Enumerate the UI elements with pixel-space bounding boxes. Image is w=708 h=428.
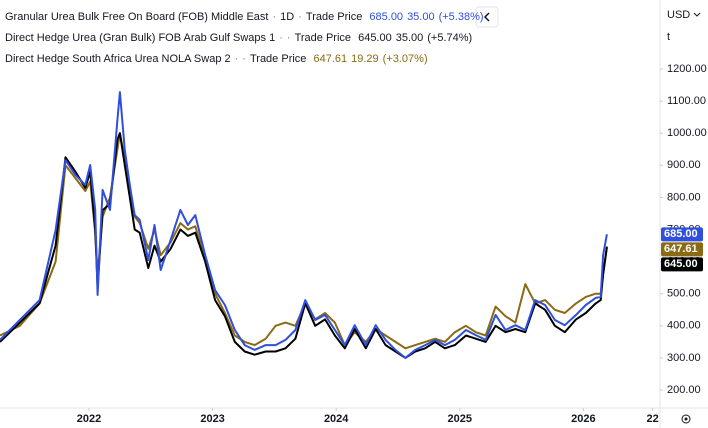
y-tick-label: 300.00 [667,352,701,364]
change: 35.00 [395,32,424,44]
last-value-label: 647.61 [664,243,698,255]
x-tick-label: 2025 [448,413,472,425]
change-pct: (+5.38%) [438,11,484,23]
x-tick-label: 2023 [200,413,224,425]
y-tick-label: 800.00 [667,191,701,203]
series-line [0,91,608,359]
y-tick-label: 900.00 [667,159,701,171]
last-value: 647.61 [313,53,348,65]
change: 35.00 [407,11,435,23]
x-tick-label: 22 [646,413,658,425]
change: 19.29 [351,53,379,65]
y-tick-label: 1100.00 [667,95,706,107]
last-value-label: 685.00 [664,228,698,240]
source: Trade Price [305,11,363,23]
change-pct: (+5.74%) [427,32,473,44]
y-tick-label: 1000.00 [667,127,707,139]
legend-item: Direct Hedge Urea (Gran Bulk) FOB Arab G… [5,32,473,44]
last-value-badge [661,257,703,272]
collapse-button[interactable] [475,6,499,28]
last-value-badge [661,227,703,242]
last-value-label: 645.00 [664,258,698,270]
dropdown-icon[interactable] [693,12,701,17]
series-name: Direct Hedge Urea (Gran Bulk) FOB Arab G… [5,32,276,44]
legend-item: Direct Hedge South Africa Urea NOLA Swap… [5,53,428,65]
interval: 1D [280,11,295,23]
x-tick-label: 2026 [571,413,595,425]
settings-icon [684,417,688,421]
currency[interactable]: USD [667,9,690,21]
series-name: Granular Urea Bulk Free On Board (FOB) M… [5,11,269,23]
settings-icon[interactable] [681,414,691,424]
change-pct: (+3.07%) [382,53,428,65]
source: Trade Price [249,53,307,65]
unit[interactable]: t [667,31,670,43]
source: Trade Price [294,32,352,44]
last-value: 645.00 [358,32,392,44]
last-value: 685.00 [369,11,404,23]
y-tick-label: 500.00 [667,288,701,300]
legend-item: Granular Urea Bulk Free On Board (FOB) M… [5,11,484,23]
x-tick-label: 2024 [324,413,349,425]
last-value-badge [661,242,703,257]
y-tick-label: 200.00 [667,384,701,396]
collapse-icon [483,12,490,22]
series-name: Direct Hedge South Africa Urea NOLA Swap… [5,53,231,65]
x-tick-label: 2022 [77,413,101,425]
y-tick-label: 400.00 [667,320,701,332]
y-tick-label: 1200.00 [667,63,707,75]
